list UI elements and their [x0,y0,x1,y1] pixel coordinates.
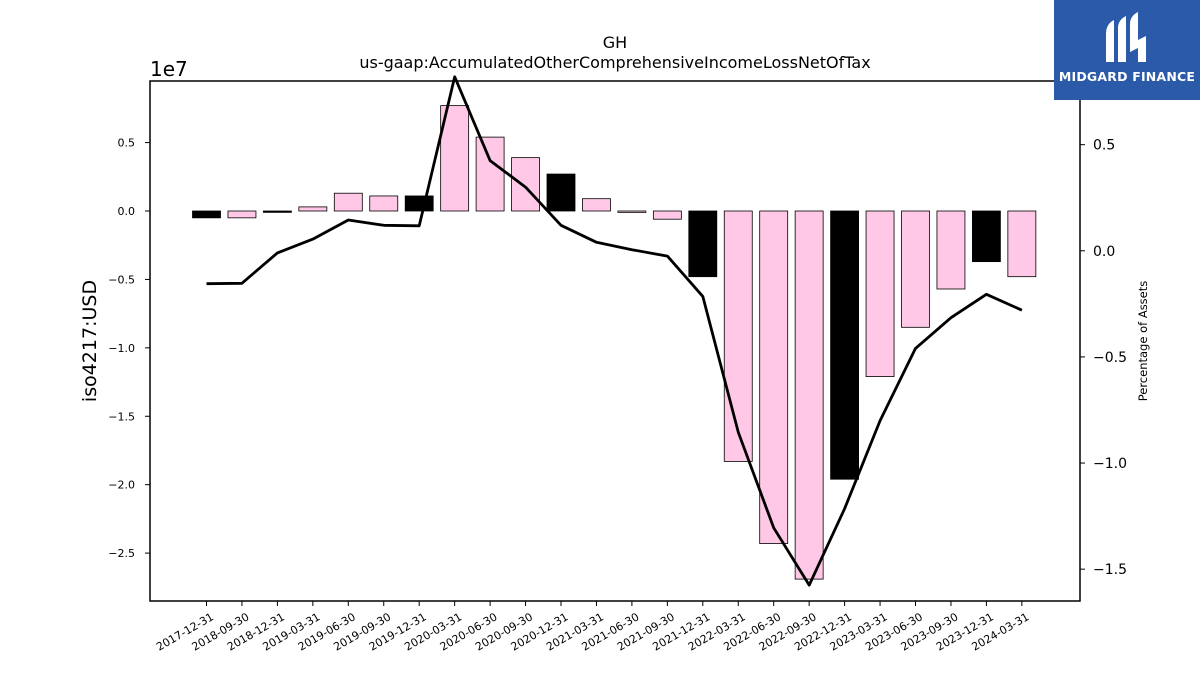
bar-2022-03-31 [723,210,753,462]
bar-2018-12-31 [262,210,292,213]
bar-2022-06-30 [759,210,789,544]
y-tick-label: −2.0 [108,479,135,492]
bar-2020-12-31 [546,173,576,212]
y2-ticks: −1.5 −1.0 −0.5 0.0 0.5 [1080,138,1127,578]
plot-frame [149,80,1081,602]
bar-2022-12-31 [830,210,859,480]
bars-group [192,105,1037,580]
y2-axis-label: Percentage of Assets [1136,281,1150,402]
bar-2023-06-30 [901,210,930,328]
y-axis-label: iso4217:USD [79,280,101,402]
line-series [206,75,1023,587]
y2-tick-label: 0.0 [1093,244,1115,260]
bar-2023-12-31 [972,210,1001,263]
line-group [206,75,1023,587]
bar-2023-09-30 [936,210,966,290]
bar-2022-09-30 [794,210,824,580]
bar-2020-06-30 [475,136,505,212]
y2-tick-label: −1.5 [1093,562,1127,578]
bar-2019-06-30 [333,192,363,212]
bar-2019-09-30 [369,195,399,212]
chart-subtitle: us-gaap:AccumulatedOtherComprehensiveInc… [359,53,870,72]
bar-2021-12-31 [688,210,718,278]
y-multiplier-label: 1e7 [150,57,188,81]
bar-2021-09-30 [652,210,682,220]
bar-2019-12-31 [404,195,434,212]
y2-tick-label: −0.5 [1093,350,1127,366]
y2-tick-label: −1.0 [1093,456,1127,472]
x-ticks: 2017-12-312018-09-302018-12-312019-03-31… [154,601,1031,654]
y2-tick-label: 0.5 [1093,138,1115,154]
logo-mark-icon [1106,12,1146,62]
bar-2019-03-31 [298,206,328,212]
bar-2021-03-31 [582,198,611,212]
bar-2024-03-31 [1007,210,1037,278]
bar-2018-09-30 [227,210,257,219]
bar-2020-09-30 [511,157,540,212]
logo-text: MIDGARD FINANCE [1058,69,1196,84]
y-tick-label: −2.5 [108,547,135,560]
logo: MIDGARD FINANCE [1054,0,1200,100]
y-tick-label: 0.0 [118,205,136,218]
y-tick-label: 0.5 [118,137,136,150]
bar-2020-03-31 [440,105,470,212]
y-tick-label: −0.5 [108,273,135,286]
bar-2021-06-30 [617,210,647,213]
bar-2017-12-31 [192,210,221,219]
y-ticks: −2.5 −2.0 −1.5 −1.0 −0.5 0.0 0.5 [108,137,150,560]
y-tick-label: −1.0 [108,342,135,355]
bar-2023-03-31 [865,210,895,377]
y-tick-label: −1.5 [108,410,135,423]
chart-title: GH [603,33,627,52]
